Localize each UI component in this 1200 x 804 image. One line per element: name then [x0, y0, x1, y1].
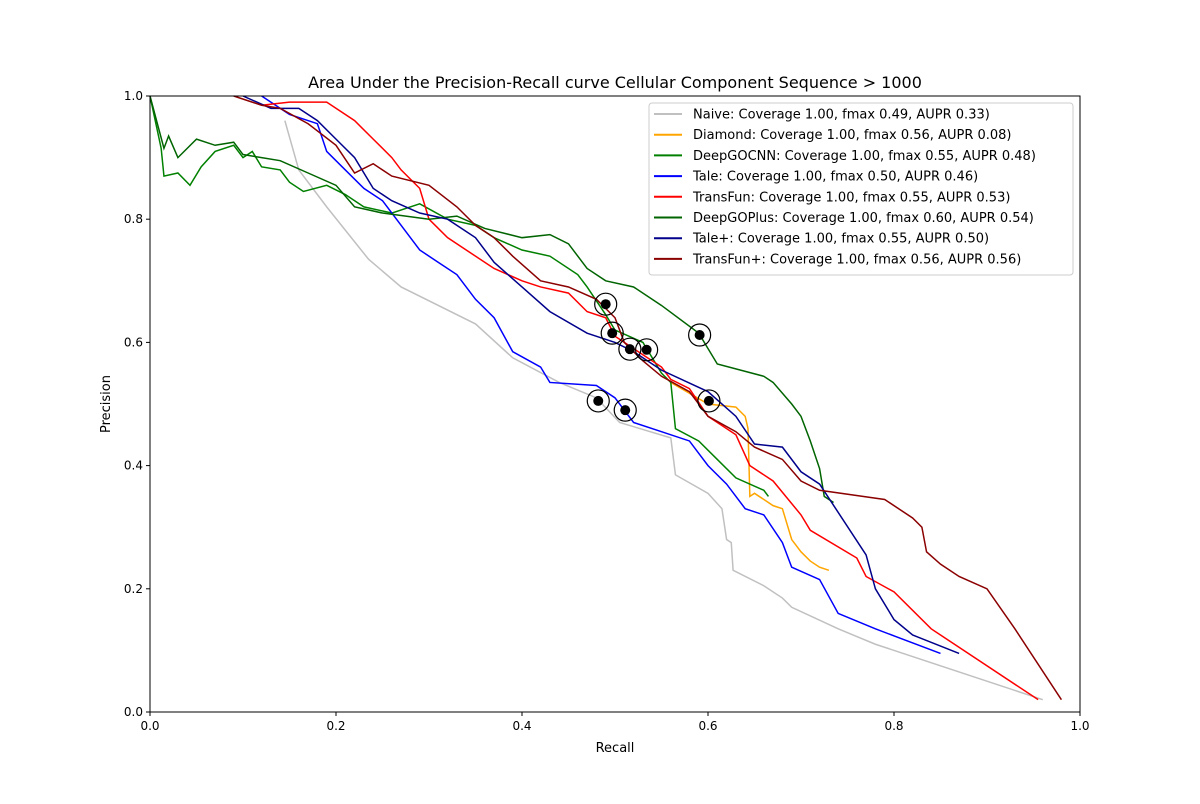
axes-frame: [149, 95, 1081, 713]
series-line-3: [261, 95, 941, 655]
series-line-4: [261, 101, 1039, 701]
fmax-marker-ring-1: [600, 321, 624, 345]
fmax-marker-0: [600, 299, 611, 310]
x-tick-label: 0.8: [884, 719, 903, 733]
x-axis-label: Recall: [596, 741, 635, 756]
y-tick-label: 0.6: [124, 335, 143, 349]
fmax-marker-2: [624, 344, 635, 355]
legend-entry-2: DeepGOCNN: Coverage 1.00, fmax 0.55, AUP…: [693, 149, 1036, 164]
fmax-marker-7: [620, 405, 631, 416]
x-tick-label: 1.0: [1070, 719, 1089, 733]
fmax-marker-ring-0: [594, 292, 618, 316]
legend-entry-4: TransFun: Coverage 1.00, fmax 0.55, AUPR…: [692, 190, 1010, 205]
legend-box: [648, 102, 1074, 276]
fmax-marker-ring-2: [618, 337, 642, 361]
fmax-marker-ring-3: [635, 338, 659, 362]
legend-entry-5: DeepGOPlus: Coverage 1.00, fmax 0.60, AU…: [693, 211, 1034, 226]
y-tick-label: 0.2: [124, 582, 143, 596]
fmax-marker-1: [607, 328, 618, 339]
legend-entry-3: Tale: Coverage 1.00, fmax 0.50, AUPR 0.4…: [692, 170, 978, 185]
y-tick-label: 0.0: [124, 705, 143, 719]
fmax-marker-5: [703, 395, 714, 406]
series-line-1: [670, 381, 830, 572]
fmax-marker-6: [593, 395, 604, 406]
legend: Naive: Coverage 1.00, fmax 0.49, AUPR 0.…: [648, 102, 1074, 276]
legend-entry-7: TransFun+: Coverage 1.00, fmax 0.56, AUP…: [692, 252, 1021, 267]
y-tick-label: 0.8: [124, 212, 143, 226]
chart-title: Area Under the Precision-Recall curve Ce…: [308, 73, 922, 92]
x-tick-label: 0.0: [140, 719, 159, 733]
fmax-marker-ring-6: [586, 389, 610, 413]
series-line-2: [149, 95, 770, 497]
fmax-marker-4: [694, 330, 705, 341]
y-axis-label: Precision: [99, 375, 114, 433]
y-tick-label: 0.4: [124, 459, 143, 473]
plot-area: [149, 95, 1063, 701]
x-tick-label: 0.2: [326, 719, 345, 733]
axis-ticks: 0.0 0.2 0.4 0.6 0.8 1.0 0.0 0.2 0.4 0.6 0.8 1.0: [124, 89, 1090, 733]
x-tick-label: 0.4: [512, 719, 531, 733]
fmax-marker-ring-4: [688, 323, 712, 347]
series-line-6: [242, 95, 960, 655]
series-line-0: [284, 120, 1044, 701]
legend-entry-0: Naive: Coverage 1.00, fmax 0.49, AUPR 0.…: [693, 108, 990, 123]
legend-entry-6: Tale+: Coverage 1.00, fmax 0.55, AUPR 0.…: [692, 232, 989, 247]
fmax-marker-ring-5: [697, 389, 721, 413]
series-line-5: [149, 95, 834, 504]
legend-entry-1: Diamond: Coverage 1.00, fmax 0.56, AUPR …: [693, 128, 1012, 143]
x-tick-label: 0.6: [698, 719, 717, 733]
fmax-marker-ring-7: [613, 398, 637, 422]
y-tick-label: 1.0: [124, 89, 143, 103]
fmax-marker-3: [641, 344, 652, 355]
